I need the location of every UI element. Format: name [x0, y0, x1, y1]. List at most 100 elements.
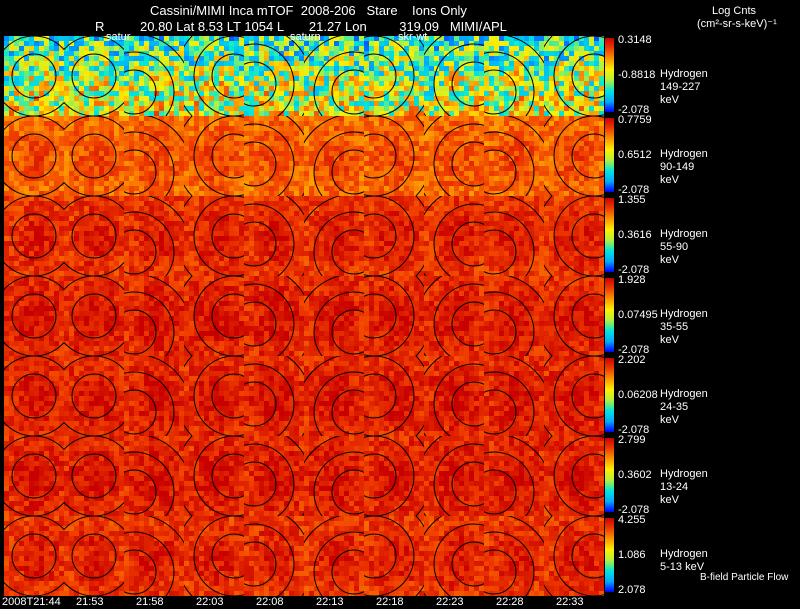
heatmap-pixel [184, 36, 189, 41]
heatmap-pixel [94, 46, 99, 51]
heatmap-pixel [569, 171, 574, 176]
heatmap-pixel [419, 136, 424, 141]
heatmap-pixel [114, 216, 119, 221]
heatmap-pixel [464, 176, 469, 181]
heatmap-pixel [484, 111, 489, 116]
heatmap-pixel [334, 86, 339, 91]
heatmap-pixel [434, 146, 439, 151]
heatmap-pixel [559, 176, 564, 181]
heatmap-pixel [199, 216, 204, 221]
heatmap-pixel [299, 36, 304, 41]
heatmap-pixel [64, 261, 69, 266]
heatmap-pixel [119, 126, 124, 131]
heatmap-pixel [444, 156, 449, 161]
heatmap-pixel [359, 76, 364, 81]
heatmap-pixel [99, 246, 104, 251]
heatmap-pixel [199, 41, 204, 46]
heatmap-pixel [109, 266, 114, 271]
heatmap-pixel [179, 36, 184, 41]
heatmap-pixel [484, 141, 489, 146]
heatmap-pixel [324, 41, 329, 46]
heatmap-pixel [224, 176, 229, 181]
heatmap-pixel [419, 86, 424, 91]
heatmap-pixel [309, 156, 314, 161]
heatmap-pixel [544, 146, 549, 151]
heatmap-pixel [449, 176, 454, 181]
heatmap-pixel [469, 41, 474, 46]
heatmap-pixel [54, 161, 59, 166]
heatmap-pixel [474, 176, 479, 181]
heatmap-pixel [534, 186, 539, 191]
contour-line [124, 69, 157, 115]
heatmap-pixel [509, 101, 514, 106]
heatmap-pixel [524, 36, 529, 41]
heatmap-pixel [219, 251, 224, 256]
heatmap-pixel [34, 36, 39, 41]
heatmap-pixel [594, 106, 599, 111]
heatmap-pixel [239, 266, 244, 271]
heatmap-pixel [299, 231, 304, 236]
heatmap-pixel [259, 36, 264, 41]
heatmap-pixel [54, 261, 59, 266]
heatmap-pixel [159, 146, 164, 151]
heatmap-pixel [394, 111, 399, 116]
heatmap-pixel [9, 206, 14, 211]
heatmap-pixel [199, 101, 204, 106]
heatmap-pixel [379, 56, 384, 61]
heatmap-pixel [349, 106, 354, 111]
heatmap-pixel [274, 216, 279, 221]
heatmap-pixel [284, 136, 289, 141]
heatmap-pixel [19, 271, 24, 276]
heatmap-pixel [359, 66, 364, 71]
heatmap-pixel [194, 76, 199, 81]
heatmap-pixel [34, 271, 39, 276]
heatmap-pixel [344, 56, 349, 61]
heatmap-pixel [59, 111, 64, 116]
heatmap-pixel [189, 256, 194, 261]
heatmap-pixel [9, 41, 14, 46]
heatmap-pixel [319, 141, 324, 146]
heatmap-pixel [314, 211, 319, 216]
heatmap-pixel [159, 191, 164, 196]
heatmap-pixel [104, 246, 109, 251]
heatmap-pixel [54, 266, 59, 271]
heatmap-pixel [89, 121, 94, 126]
heatmap-pixel [154, 226, 159, 231]
heatmap-pixel [594, 111, 599, 116]
heatmap-pixel [339, 91, 344, 96]
heatmap-pixel [569, 106, 574, 111]
heatmap-pixel [239, 181, 244, 186]
heatmap-pixel [459, 156, 464, 161]
heatmap-pixel [284, 131, 289, 136]
heatmap-pixel [124, 211, 129, 216]
heatmap-pixel [154, 236, 159, 241]
heatmap-pixel [174, 161, 179, 166]
heatmap-pixel [154, 206, 159, 211]
heatmap-pixel [4, 146, 9, 151]
heatmap-pixel [549, 86, 554, 91]
heatmap-pixel [214, 231, 219, 236]
heatmap-pixel [129, 241, 134, 246]
heatmap-pixel [259, 91, 264, 96]
heatmap-pixel [369, 146, 374, 151]
heatmap-pixel [114, 226, 119, 231]
heatmap-pixel [364, 56, 369, 61]
heatmap-pixel [139, 41, 144, 46]
heatmap-pixel [584, 56, 589, 61]
heatmap-pixel [524, 86, 529, 91]
heatmap-pixel [394, 151, 399, 156]
heatmap-pixel [109, 166, 114, 171]
heatmap-pixel [189, 136, 194, 141]
contour-line [244, 221, 277, 267]
heatmap-pixel [119, 116, 124, 121]
heatmap-pixel [144, 171, 149, 176]
heatmap-pixel [279, 136, 284, 141]
heatmap-pixel [274, 176, 279, 181]
heatmap-pixel [359, 36, 364, 41]
heatmap-pixel [64, 201, 69, 206]
heatmap-pixel [209, 71, 214, 76]
heatmap-pixel [104, 71, 109, 76]
heatmap-pixel [309, 201, 314, 206]
heatmap-pixel [439, 46, 444, 51]
heatmap-pixel [414, 111, 419, 116]
